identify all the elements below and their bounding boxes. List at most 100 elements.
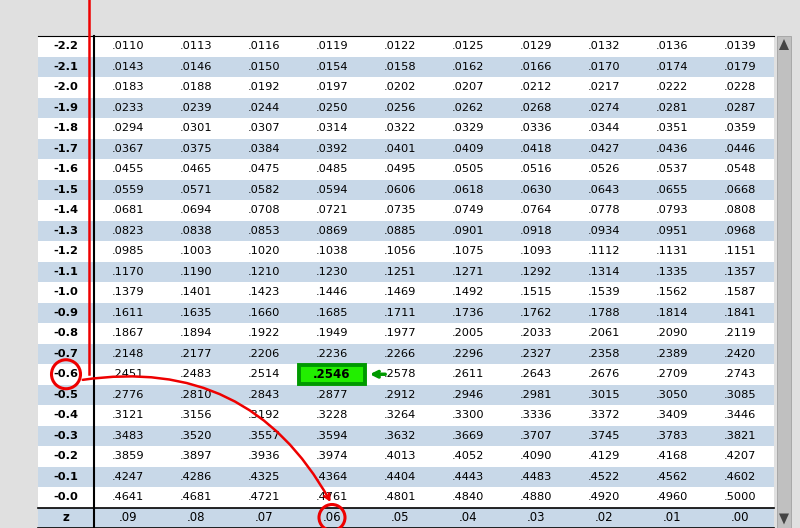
Bar [570,426,638,446]
Text: .2483: .2483 [180,369,212,379]
Text: .0793: .0793 [656,205,688,215]
Text: -1.5: -1.5 [54,185,78,195]
Bar [230,98,298,118]
Text: .2148: .2148 [112,349,144,359]
Bar [298,36,366,56]
Text: .1210: .1210 [248,267,280,277]
Bar [502,36,570,56]
Bar [230,56,298,77]
Bar [638,241,706,261]
Bar [434,200,502,221]
Text: .4602: .4602 [724,472,756,482]
Text: .3300: .3300 [452,410,484,420]
Text: .08: .08 [186,511,206,524]
Text: .1357: .1357 [724,267,756,277]
Text: .0256: .0256 [384,103,416,113]
Text: .3409: .3409 [656,410,688,420]
Bar [366,138,434,159]
Text: .3745: .3745 [588,431,620,441]
Bar [570,467,638,487]
Bar [706,487,774,507]
Text: .4721: .4721 [248,492,280,502]
Bar [366,56,434,77]
Text: .2546: .2546 [316,369,348,379]
Bar [502,200,570,221]
Text: .4013: .4013 [384,451,416,461]
Text: .0375: .0375 [180,144,212,154]
Bar [434,261,502,282]
Bar [570,261,638,282]
Text: -0.8: -0.8 [54,328,78,338]
Bar [38,323,94,344]
Bar [570,446,638,467]
Bar [230,138,298,159]
Bar [570,118,638,138]
Bar [570,200,638,221]
Text: .0392: .0392 [316,144,348,154]
Bar [162,261,230,282]
Text: .0250: .0250 [316,103,348,113]
Text: .0344: .0344 [588,123,620,133]
Text: .0853: .0853 [248,226,280,235]
Bar [230,405,298,426]
Bar [230,159,298,180]
Text: .3859: .3859 [112,451,144,461]
Text: .4483: .4483 [520,472,552,482]
Bar [638,364,706,384]
Bar [706,56,774,77]
Bar [638,98,706,118]
Text: -2.2: -2.2 [54,41,78,51]
Bar [366,261,434,282]
Bar [570,138,638,159]
Bar [366,98,434,118]
Bar [434,118,502,138]
Text: .1685: .1685 [316,308,348,318]
Text: .2358: .2358 [588,349,620,359]
Bar [434,138,502,159]
Text: .2090: .2090 [656,328,688,338]
Text: -2.1: -2.1 [54,62,78,72]
Text: -0.1: -0.1 [54,472,78,482]
Text: .4562: .4562 [656,472,688,482]
Text: .00: .00 [730,511,750,524]
Text: .4960: .4960 [656,492,688,502]
Bar [502,344,570,364]
Bar [94,118,162,138]
Text: .3594: .3594 [316,431,348,441]
Text: .2643: .2643 [520,369,552,379]
Text: .0548: .0548 [724,164,756,174]
Bar [706,446,774,467]
Text: .3050: .3050 [656,390,688,400]
Bar [38,200,94,221]
Bar [706,180,774,200]
Text: .4840: .4840 [452,492,484,502]
Text: .0668: .0668 [724,185,756,195]
Bar [94,200,162,221]
Text: .2119: .2119 [724,328,756,338]
Bar [434,282,502,303]
Text: .0594: .0594 [316,185,348,195]
Text: .0455: .0455 [112,164,144,174]
Bar [638,180,706,200]
Text: .06: .06 [322,511,342,524]
Polygon shape [779,514,789,524]
Text: .0838: .0838 [180,226,212,235]
Text: .2206: .2206 [248,349,280,359]
Bar [570,180,638,200]
Text: .1562: .1562 [656,287,688,297]
Bar [706,507,774,527]
Text: .0336: .0336 [520,123,552,133]
Bar [38,180,94,200]
Text: .3936: .3936 [248,451,280,461]
Text: .1977: .1977 [384,328,416,338]
Bar [38,446,94,467]
Text: .0516: .0516 [520,164,552,174]
Text: .0559: .0559 [112,185,144,195]
Bar [298,180,366,200]
Text: .0113: .0113 [180,41,212,51]
Bar [298,200,366,221]
Bar [502,241,570,261]
Text: -0.9: -0.9 [54,308,78,318]
Bar [38,118,94,138]
Bar [434,303,502,323]
